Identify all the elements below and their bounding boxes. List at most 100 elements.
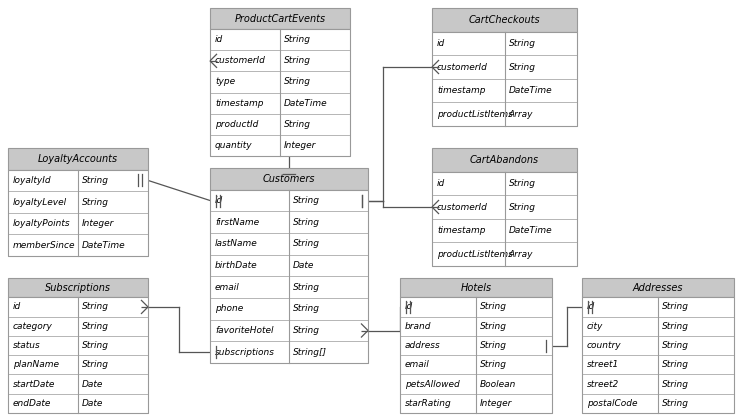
Text: lastName: lastName xyxy=(215,239,258,248)
Bar xyxy=(8,278,148,297)
Text: quantity: quantity xyxy=(215,141,253,150)
Text: String: String xyxy=(480,322,507,331)
Text: String: String xyxy=(82,197,109,207)
Text: Subscriptions: Subscriptions xyxy=(45,283,111,292)
Text: firstName: firstName xyxy=(215,217,260,227)
Text: birthDate: birthDate xyxy=(215,261,258,270)
Bar xyxy=(432,148,577,172)
Bar xyxy=(8,170,148,256)
Text: Integer: Integer xyxy=(480,399,512,408)
Text: customerId: customerId xyxy=(437,202,488,212)
Text: String: String xyxy=(293,326,320,335)
Text: productListItems: productListItems xyxy=(437,250,513,259)
Text: timestamp: timestamp xyxy=(437,86,485,95)
Text: String: String xyxy=(662,399,689,408)
Text: customerId: customerId xyxy=(437,62,488,72)
Text: String: String xyxy=(82,341,109,350)
Bar xyxy=(582,278,734,297)
Text: timestamp: timestamp xyxy=(437,226,485,235)
Text: String: String xyxy=(509,39,536,48)
Text: String: String xyxy=(293,239,320,248)
Text: status: status xyxy=(13,341,40,350)
Text: type: type xyxy=(215,78,236,86)
Text: id: id xyxy=(587,303,596,311)
Text: street2: street2 xyxy=(587,380,620,388)
Bar xyxy=(400,278,552,297)
Text: planName: planName xyxy=(13,360,59,369)
Bar xyxy=(432,172,577,266)
Text: Boolean: Boolean xyxy=(480,380,516,388)
Text: petsAllowed: petsAllowed xyxy=(405,380,460,388)
Text: postalCode: postalCode xyxy=(587,399,638,408)
Text: productId: productId xyxy=(215,120,258,129)
Text: loyaltyLevel: loyaltyLevel xyxy=(13,197,68,207)
Bar xyxy=(210,29,350,156)
Text: favoriteHotel: favoriteHotel xyxy=(215,326,274,335)
Text: String: String xyxy=(293,304,320,313)
Text: String: String xyxy=(82,303,109,311)
Text: city: city xyxy=(587,322,603,331)
Text: String: String xyxy=(662,360,689,369)
Text: timestamp: timestamp xyxy=(215,98,263,108)
Bar xyxy=(210,8,350,29)
Text: customerId: customerId xyxy=(215,57,266,65)
Text: Integer: Integer xyxy=(284,141,316,150)
Text: String: String xyxy=(293,283,320,292)
Text: String: String xyxy=(293,196,320,205)
Text: id: id xyxy=(215,35,223,44)
Text: String: String xyxy=(284,57,311,65)
Text: Date: Date xyxy=(293,261,314,270)
Text: productListItems: productListItems xyxy=(437,110,513,119)
Text: CartAbandons: CartAbandons xyxy=(470,155,539,165)
Text: String: String xyxy=(284,35,311,44)
Text: String: String xyxy=(284,120,311,129)
Text: String: String xyxy=(662,341,689,350)
Text: String: String xyxy=(284,78,311,86)
Text: starRating: starRating xyxy=(405,399,451,408)
Text: Array: Array xyxy=(509,250,533,259)
Text: Date: Date xyxy=(82,380,104,388)
Text: startDate: startDate xyxy=(13,380,55,388)
Bar xyxy=(582,297,734,413)
Bar xyxy=(8,297,148,413)
Text: String: String xyxy=(82,322,109,331)
Text: Array: Array xyxy=(509,110,533,119)
Text: country: country xyxy=(587,341,622,350)
Text: id: id xyxy=(13,303,21,311)
Text: String: String xyxy=(480,303,507,311)
Text: Addresses: Addresses xyxy=(633,283,683,292)
Text: String: String xyxy=(82,176,109,185)
Text: DateTime: DateTime xyxy=(82,241,125,250)
Text: id: id xyxy=(215,196,223,205)
Text: Date: Date xyxy=(82,399,104,408)
Text: String: String xyxy=(509,62,536,72)
Text: memberSince: memberSince xyxy=(13,241,76,250)
Text: String: String xyxy=(509,202,536,212)
Text: phone: phone xyxy=(215,304,243,313)
Text: CartCheckouts: CartCheckouts xyxy=(469,15,540,25)
Text: String: String xyxy=(509,179,536,188)
Text: id: id xyxy=(405,303,413,311)
Text: String: String xyxy=(480,360,507,369)
Text: endDate: endDate xyxy=(13,399,51,408)
Text: street1: street1 xyxy=(587,360,620,369)
Text: brand: brand xyxy=(405,322,431,331)
Text: String[]: String[] xyxy=(293,348,327,357)
Bar xyxy=(8,148,148,170)
Text: String: String xyxy=(662,322,689,331)
Text: String: String xyxy=(480,341,507,350)
Text: String: String xyxy=(293,217,320,227)
Text: email: email xyxy=(215,283,240,292)
Text: Customers: Customers xyxy=(262,174,315,184)
Text: address: address xyxy=(405,341,441,350)
Text: category: category xyxy=(13,322,53,331)
Text: Hotels: Hotels xyxy=(460,283,491,292)
Bar xyxy=(432,8,577,31)
Text: DateTime: DateTime xyxy=(509,86,552,95)
Bar xyxy=(210,168,368,190)
Text: email: email xyxy=(405,360,430,369)
Text: String: String xyxy=(82,360,109,369)
Text: DateTime: DateTime xyxy=(284,98,328,108)
Text: loyaltyId: loyaltyId xyxy=(13,176,52,185)
Text: subscriptions: subscriptions xyxy=(215,348,275,357)
